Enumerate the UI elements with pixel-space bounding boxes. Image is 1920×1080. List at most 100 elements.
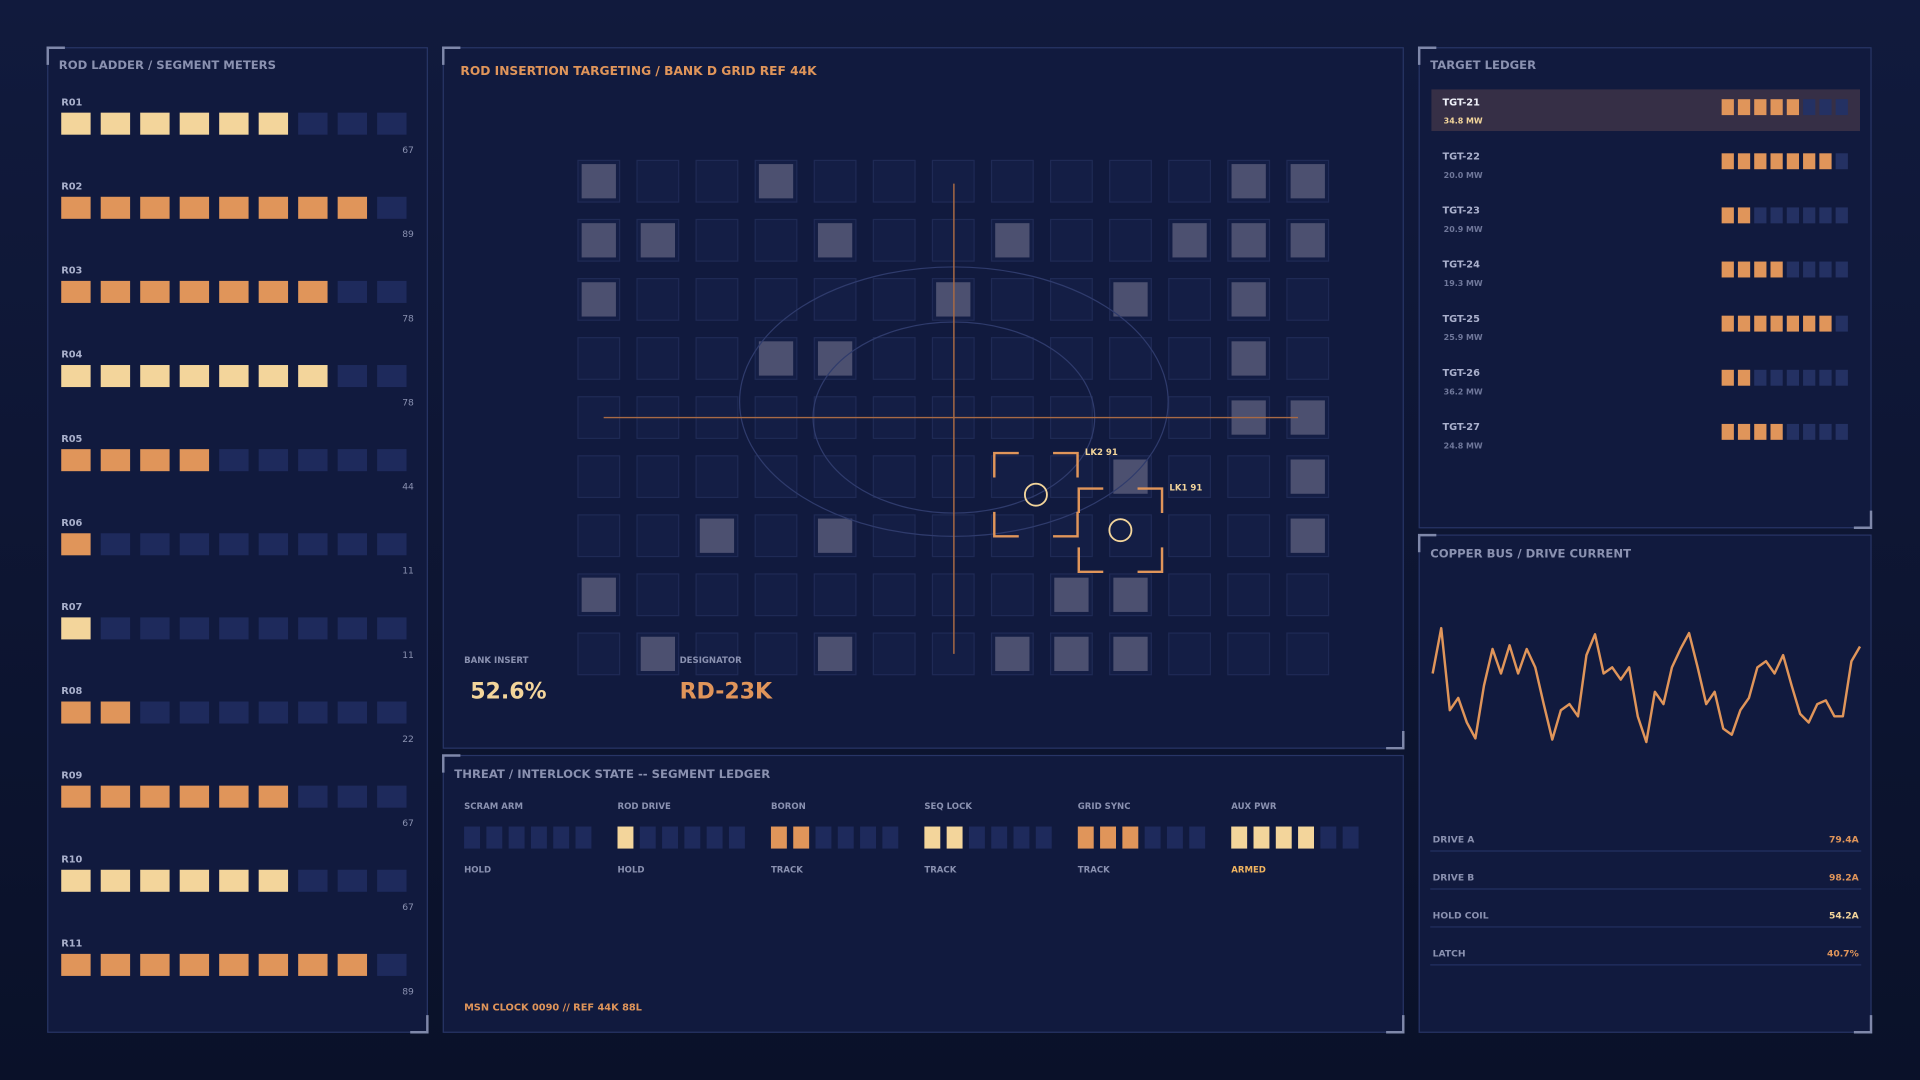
rod-segment xyxy=(258,617,289,640)
grid-cell xyxy=(872,573,916,617)
rod-segment xyxy=(140,785,170,808)
rod-segment xyxy=(377,953,407,976)
grid-cell-fill xyxy=(581,577,616,612)
interlock-segment xyxy=(530,826,547,849)
target-segment xyxy=(1754,423,1767,440)
target-segment xyxy=(1803,261,1816,278)
grid-cell xyxy=(1050,455,1093,499)
rod-segment xyxy=(298,280,328,303)
target-segment xyxy=(1737,207,1751,224)
target-segment xyxy=(1754,99,1767,116)
grid-cell xyxy=(636,514,680,558)
target-segment xyxy=(1754,369,1767,386)
grid-cell xyxy=(872,514,916,558)
rod-segment xyxy=(100,785,131,808)
rod-segment xyxy=(337,449,368,472)
interlock-segment xyxy=(946,826,963,849)
grid-cell-fill xyxy=(581,223,616,258)
grid-cell xyxy=(577,455,621,499)
grid-cell xyxy=(1168,337,1212,380)
rod-segment xyxy=(61,701,91,724)
group-label: BORON xyxy=(771,802,806,812)
grid-cell xyxy=(1286,277,1330,321)
target-segment xyxy=(1770,261,1783,278)
rod-segment xyxy=(337,196,368,219)
rod-segment xyxy=(140,701,170,724)
panel xyxy=(1418,534,1872,1033)
grid-cell xyxy=(1168,455,1212,499)
grid-cell xyxy=(1286,573,1330,617)
target-segment xyxy=(1835,369,1848,386)
panel-title: TARGET LEDGER xyxy=(1430,58,1536,72)
rod-segment xyxy=(337,112,368,135)
interlock-segment xyxy=(770,826,787,849)
rod-segment xyxy=(298,365,328,388)
target-segment xyxy=(1754,207,1767,224)
rod-segment xyxy=(377,701,407,724)
rod-segment xyxy=(61,280,91,303)
target-label: TGT-22 xyxy=(1442,151,1479,162)
grid-cell-fill xyxy=(1113,577,1148,612)
rod-segment xyxy=(377,617,407,640)
rod-value: 11 xyxy=(402,566,414,577)
grid-cell-fill xyxy=(1054,577,1089,612)
rod-segment xyxy=(140,196,170,219)
interlock-segment xyxy=(837,826,854,849)
rod-segment xyxy=(298,869,328,892)
target-segment xyxy=(1803,207,1816,224)
rod-segment xyxy=(61,869,91,892)
target-segment xyxy=(1737,423,1751,440)
target-segment xyxy=(1737,369,1751,386)
rod-segment xyxy=(258,953,289,976)
corner-bracket xyxy=(1386,731,1405,750)
rod-value: 11 xyxy=(402,650,414,661)
target-segment xyxy=(1835,99,1848,116)
rod-segment xyxy=(219,112,249,135)
interlock-segment xyxy=(706,826,723,849)
target-segment xyxy=(1819,423,1832,440)
group-label: GRID SYNC xyxy=(1078,802,1131,812)
group-state: HOLD xyxy=(618,866,645,876)
current-trace xyxy=(1431,626,1862,744)
interlock-segment xyxy=(1231,826,1248,849)
target-segment xyxy=(1770,423,1783,440)
corner-bracket xyxy=(1386,1015,1405,1034)
group-state: TRACK xyxy=(771,866,803,876)
target-segment xyxy=(1721,369,1734,386)
interlock-segment xyxy=(684,826,701,849)
lock-reticle xyxy=(1023,482,1048,507)
target-segment xyxy=(1803,369,1816,386)
rod-segment xyxy=(298,701,328,724)
rod-segment xyxy=(100,701,131,724)
grid-cell-fill xyxy=(640,223,675,258)
rod-segment xyxy=(61,617,91,640)
target-segment xyxy=(1721,423,1734,440)
rod-segment xyxy=(100,196,131,219)
interlock-segment xyxy=(1298,826,1314,849)
rod-segment xyxy=(219,365,249,388)
grid-cell xyxy=(754,277,798,321)
rod-segment xyxy=(179,869,210,892)
grid-cell-fill xyxy=(1113,636,1148,672)
rod-segment xyxy=(377,196,407,219)
grid-cell xyxy=(1286,337,1330,380)
rod-label: R10 xyxy=(61,854,82,865)
grid-cell xyxy=(872,337,916,380)
grid-cell xyxy=(577,337,621,380)
reading-value: 98.2A xyxy=(1829,872,1860,883)
corner-bracket xyxy=(46,46,65,65)
group-label: AUX PWR xyxy=(1231,802,1277,812)
corner-bracket xyxy=(1853,510,1873,529)
rod-segment xyxy=(140,869,170,892)
grid-cell xyxy=(754,632,798,676)
corner-bracket xyxy=(442,754,461,773)
reading-value: 40.7% xyxy=(1827,948,1859,959)
rod-segment xyxy=(219,533,249,556)
interlock-segment xyxy=(486,826,503,849)
grid-cell xyxy=(1227,573,1271,617)
rod-segment xyxy=(258,112,289,135)
target-power: 25.9 MW xyxy=(1444,333,1483,342)
rod-segment xyxy=(298,785,328,808)
lock-label: LK1 91 xyxy=(1169,484,1202,494)
interlock-segment xyxy=(991,826,1008,849)
